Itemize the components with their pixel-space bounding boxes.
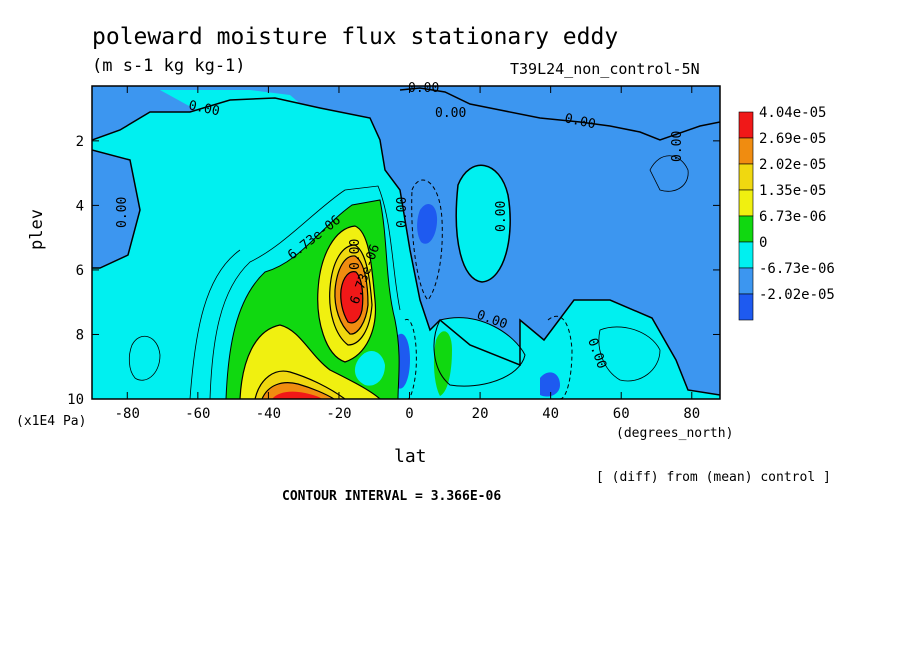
legend-label: 1.35e-05 <box>759 183 826 199</box>
chart-units: (m s-1 kg kg-1) <box>92 56 246 76</box>
x-axis: -80 -60 -40 -20 0 20 40 60 80 <box>115 86 700 422</box>
contour-interval: CONTOUR INTERVAL = 3.366E-06 <box>282 489 502 504</box>
contour-neg-dashed-1 <box>411 179 443 301</box>
fill-negative-top <box>92 86 720 395</box>
contour-cyan-low <box>433 317 526 387</box>
fill-red-upper <box>340 271 363 323</box>
fill-negative-strong-1 <box>417 203 438 244</box>
legend-swatch <box>738 241 754 269</box>
contour-neg-dashed-2 <box>547 315 573 399</box>
fill-cyan-hole-green <box>354 350 385 386</box>
y-tick-label: 6 <box>76 263 84 279</box>
contour-zero-left <box>92 149 141 269</box>
legend-label: 2.02e-05 <box>759 157 826 173</box>
contour-gold-upper <box>329 244 373 346</box>
fill-red-low <box>272 391 322 399</box>
y-axis-units: (x1E4 Pa) <box>16 414 87 429</box>
legend-swatch <box>738 189 754 217</box>
fill-negative-left <box>92 150 140 268</box>
contour-red-upper <box>340 271 364 324</box>
fill-cyan-hole-right <box>456 165 511 282</box>
fill-negative-strong-3 <box>540 372 560 397</box>
legend-swatch <box>738 267 754 295</box>
contour-label: 0.00 <box>115 197 130 228</box>
contour-far-right <box>649 155 689 192</box>
x-tick-label: 0 <box>405 406 413 422</box>
contour-zero-top2 <box>399 87 720 141</box>
contour-label: 0.00 <box>187 98 221 119</box>
x-tick-label: -80 <box>115 406 140 422</box>
contour-thin-1 <box>209 185 401 399</box>
contour-zero-hole <box>455 164 511 283</box>
contour-yellow-upper <box>317 225 377 363</box>
legend-label: 4.04e-05 <box>759 105 826 121</box>
x-axis-units: (degrees_north) <box>616 426 734 441</box>
contour-label: 0.00 <box>395 197 410 228</box>
legend-swatch <box>738 293 754 321</box>
x-tick-label: -60 <box>185 406 210 422</box>
run-name: T39L24_non_control-5N <box>510 60 700 78</box>
contour-zero-top <box>92 97 720 396</box>
chart-title: poleward moisture flux stationary eddy <box>92 24 619 50</box>
x-tick-label: 60 <box>613 406 630 422</box>
contour-label: 0.00 <box>494 201 509 232</box>
legend-label: 2.69e-05 <box>759 131 826 147</box>
contour-orange-upper <box>334 255 369 335</box>
x-tick-label: 40 <box>542 406 559 422</box>
legend-label: 0 <box>759 235 767 251</box>
contour-gold-low <box>254 370 346 399</box>
legend-swatch <box>738 163 754 191</box>
contour-label: 0.00 <box>348 239 363 270</box>
y-tick-label: 2 <box>76 134 84 150</box>
legend-swatch <box>738 111 754 139</box>
color-legend: 4.04e-05 2.69e-05 2.02e-05 1.35e-05 6.73e-06… <box>738 105 835 321</box>
fill-green-right <box>433 331 452 396</box>
y-tick-label: 10 <box>67 392 84 408</box>
contour-left-small <box>128 335 161 381</box>
contour-right-small <box>598 326 661 382</box>
x-tick-label: 80 <box>683 406 700 422</box>
contour-label: 0.00 <box>408 81 439 96</box>
contour-green <box>225 199 400 399</box>
y-tick-label: 4 <box>76 198 84 214</box>
x-tick-label: 20 <box>472 406 489 422</box>
legend-label: -6.73e-06 <box>759 261 835 277</box>
y-axis: 2 4 6 8 10 <box>67 134 720 408</box>
fill-cyan-hole-top-left <box>160 90 310 112</box>
contour-orange-low <box>261 382 335 399</box>
x-tick-label: -20 <box>326 406 351 422</box>
x-axis-label: lat <box>394 446 427 467</box>
contour-fill-layer <box>92 86 720 399</box>
legend-label: -2.02e-05 <box>759 287 835 303</box>
contour-label: 0.00 <box>670 131 685 162</box>
contour-label: 0.00 <box>435 106 466 121</box>
diff-note: [ (diff) from (mean) control ] <box>596 470 831 485</box>
contour-thin-2 <box>189 249 241 399</box>
x-tick-label: -40 <box>256 406 281 422</box>
legend-swatch <box>738 137 754 165</box>
contour-line-layer <box>92 87 720 399</box>
legend-swatch <box>738 215 754 243</box>
y-tick-label: 8 <box>76 327 84 343</box>
plot-frame <box>91 85 721 400</box>
contour-label: 0.00 <box>563 111 597 132</box>
legend-label: 6.73e-06 <box>759 209 826 225</box>
contour-yellow-low <box>239 324 381 399</box>
